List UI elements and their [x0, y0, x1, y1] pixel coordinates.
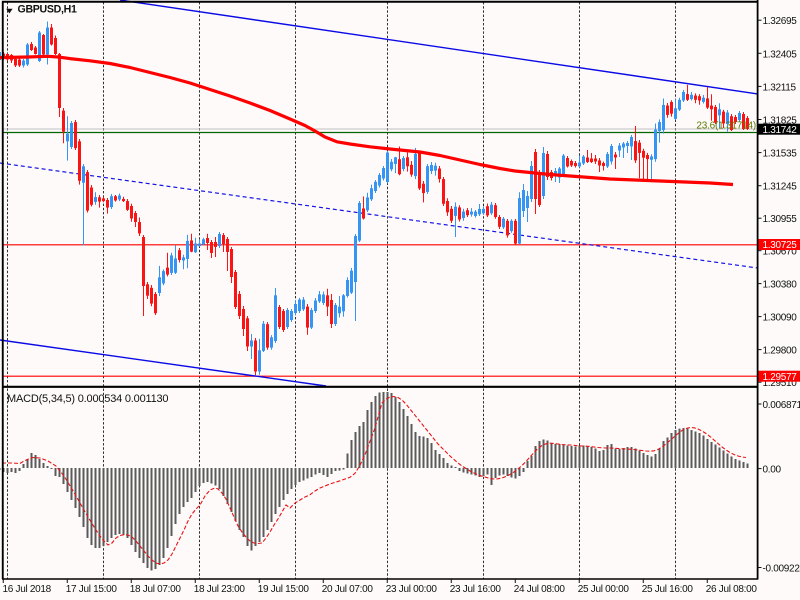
svg-text:1.31535: 1.31535 — [763, 149, 798, 160]
svg-text:18 Jul 23:00: 18 Jul 23:00 — [194, 584, 246, 595]
svg-text:19 Jul 15:00: 19 Jul 15:00 — [258, 584, 310, 595]
svg-text:1.29577: 1.29577 — [763, 372, 798, 383]
svg-text:MACD(5,34,5) 0.000534 0.001130: MACD(5,34,5) 0.000534 0.001130 — [7, 393, 168, 405]
svg-text:26 Jul 08:00: 26 Jul 08:00 — [706, 584, 758, 595]
svg-text:1.32115: 1.32115 — [763, 82, 797, 93]
svg-text:1.32695: 1.32695 — [763, 16, 798, 27]
svg-text:23.6(1.31714): 23.6(1.31714) — [696, 121, 756, 132]
svg-text:1.29510: 1.29510 — [763, 378, 798, 389]
svg-text:1.31742: 1.31742 — [763, 125, 798, 136]
svg-text:0.006871: 0.006871 — [763, 400, 800, 411]
svg-text:1.29800: 1.29800 — [763, 346, 798, 357]
svg-text:1.30090: 1.30090 — [763, 313, 798, 324]
svg-text:1.30725: 1.30725 — [763, 240, 798, 251]
svg-text:0.00: 0.00 — [763, 465, 782, 476]
svg-text:1.31825: 1.31825 — [763, 116, 798, 127]
svg-text:1.30670: 1.30670 — [763, 247, 798, 258]
svg-text:17 Jul 15:00: 17 Jul 15:00 — [66, 584, 118, 595]
svg-text:25 Jul 00:00: 25 Jul 00:00 — [578, 584, 630, 595]
svg-text:1.30380: 1.30380 — [763, 280, 798, 291]
svg-text:GBPUSD,H1: GBPUSD,H1 — [18, 4, 78, 16]
svg-text:24 Jul 08:00: 24 Jul 08:00 — [514, 584, 566, 595]
svg-text:1.32405: 1.32405 — [763, 49, 798, 60]
svg-text:18 Jul 07:00: 18 Jul 07:00 — [130, 584, 182, 595]
svg-text:25 Jul 16:00: 25 Jul 16:00 — [642, 584, 694, 595]
svg-text:23 Jul 00:00: 23 Jul 00:00 — [386, 584, 438, 595]
svg-text:1.31245: 1.31245 — [763, 182, 798, 193]
svg-text:-0.009224: -0.009224 — [763, 564, 800, 575]
svg-text:1.30955: 1.30955 — [763, 214, 798, 225]
svg-text:23 Jul 16:00: 23 Jul 16:00 — [450, 584, 502, 595]
svg-text:20 Jul 07:00: 20 Jul 07:00 — [322, 584, 374, 595]
svg-text:16 Jul 2018: 16 Jul 2018 — [3, 584, 52, 595]
